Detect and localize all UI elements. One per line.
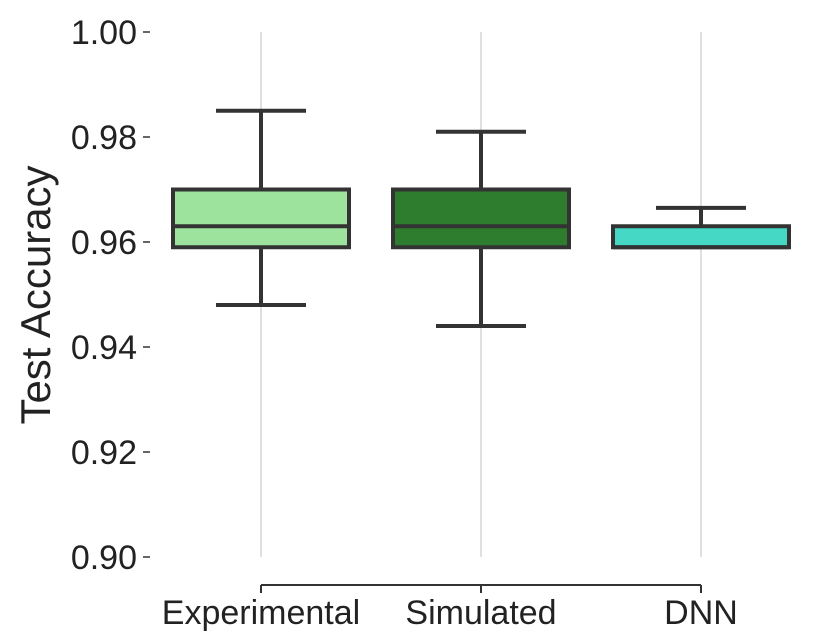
axes-layer — [143, 31, 702, 593]
x-tick-label-dnn: DNN — [664, 594, 738, 632]
y-tick-label: 1.00 — [71, 14, 137, 52]
box-experimental — [171, 108, 351, 307]
y-tick-label: 0.92 — [71, 434, 137, 472]
y-tick-label: 0.90 — [71, 539, 137, 577]
box-dnn — [611, 205, 791, 250]
y-tick-label: 0.94 — [71, 329, 137, 367]
boxes-layer — [171, 108, 791, 328]
x-tick-label-simulated: Simulated — [405, 594, 556, 632]
labels-layer: 0.90 0.92 0.94 0.96 0.98 1.00 Experimental Simu… — [71, 14, 738, 632]
y-tick-label: 0.96 — [71, 224, 137, 262]
y-axis-label: Test Accuracy — [12, 165, 59, 424]
box-body-experimental — [171, 187, 351, 250]
box-simulated — [391, 129, 571, 328]
box-body-simulated — [391, 187, 571, 250]
y-tick-label: 0.98 — [71, 119, 137, 157]
box-body-dnn — [611, 224, 791, 250]
x-tick-label-experimental: Experimental — [162, 594, 360, 632]
